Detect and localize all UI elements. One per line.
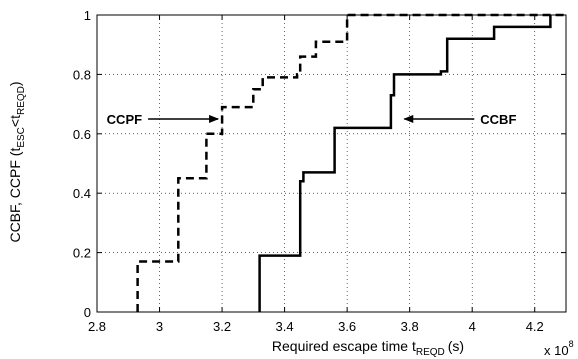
y-tick-label: 1 (84, 8, 91, 23)
x-tick-label: 4.2 (526, 319, 544, 334)
annotation-label-ccbf: CCBF (480, 112, 516, 127)
annotations: CCPF CCBF (107, 112, 517, 127)
x-tick-label: 4 (469, 319, 476, 334)
x-tick-label: 3.2 (213, 319, 231, 334)
annotation-label-ccpf: CCPF (107, 112, 142, 127)
x-tick-labels: 2.8 3 3.2 3.4 3.6 3.8 4 4.2 (88, 319, 544, 334)
y-tick-label: 0 (84, 305, 91, 320)
x-tick-label: 2.8 (88, 319, 106, 334)
series-line-ccpf (136, 13, 566, 312)
y-tick-label: 0.8 (73, 67, 91, 82)
y-axis-label-sub2: REQD (16, 86, 27, 115)
y-axis-label-sub1: ESC (16, 127, 27, 148)
x-axis-label-sub: REQD (416, 347, 445, 358)
x-tick-label: 3.8 (401, 319, 419, 334)
y-axis-label-end: ) (7, 81, 23, 86)
x-tick-label: 3.4 (276, 319, 294, 334)
y-axis-label-mid: <t (7, 115, 23, 127)
grid-lines (96, 14, 566, 313)
x-tick-label: 3.6 (338, 319, 356, 334)
y-tick-label: 0.2 (73, 246, 91, 261)
plot-frame (96, 14, 567, 313)
y-tick-labels: 0 0.2 0.4 0.6 0.8 1 (73, 8, 91, 320)
x-axis-label-unit: (s) (448, 338, 464, 354)
y-axis-label: CCBF, CCPF (tESC<tREQD) (7, 81, 27, 242)
x-multiplier: x 108 (544, 339, 574, 358)
series-group (136, 13, 566, 312)
y-tick-label: 0.6 (73, 127, 91, 142)
x-axis-label: Required escape time tREQD (s) (272, 338, 464, 358)
series-line-ccbf (258, 15, 552, 312)
y-tick-label: 0.4 (73, 186, 91, 201)
x-tick-label: 3 (156, 319, 163, 334)
x-multiplier-exp: 8 (569, 339, 574, 349)
